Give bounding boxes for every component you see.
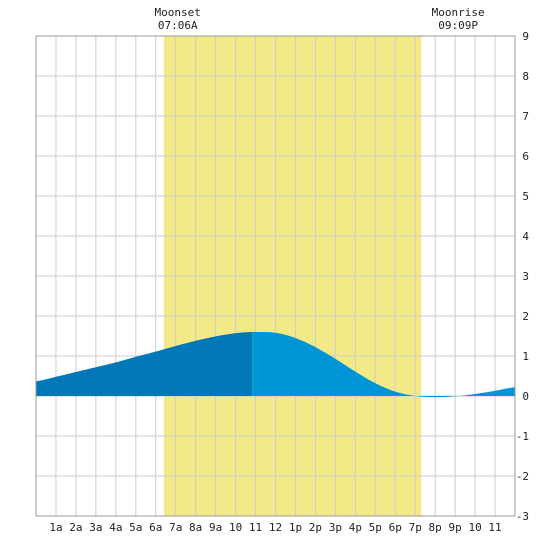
y-tick-label: 0: [522, 390, 529, 403]
y-tick-label: 1: [522, 350, 529, 363]
x-tick-label: 1a: [49, 521, 62, 534]
x-tick-label: 5a: [129, 521, 142, 534]
x-tick-label: 9a: [209, 521, 222, 534]
y-tick-label: 5: [522, 190, 529, 203]
x-tick-label: 4a: [109, 521, 122, 534]
x-axis-labels: 1a 2a 3a 4a 5a 6a 7a 8a 9a 10 11 12 1p 2p 3p 4p 5p 6p 7p 8p…: [49, 521, 501, 534]
moon-event-time: 09:09P: [438, 19, 478, 32]
x-tick-label: 2a: [69, 521, 82, 534]
x-tick-label: 8p: [429, 521, 442, 534]
y-tick-label: 2: [522, 310, 529, 323]
x-tick-label: 3p: [329, 521, 342, 534]
x-tick-label: 6p: [389, 521, 402, 534]
y-tick-label: 6: [522, 150, 529, 163]
x-tick-label: 2p: [309, 521, 322, 534]
tide-area-afternoon: [252, 331, 515, 398]
x-tick-label: 4p: [349, 521, 362, 534]
y-tick-label: 8: [522, 70, 529, 83]
x-tick-label: 10: [229, 521, 242, 534]
y-tick-label: 3: [522, 270, 529, 283]
moon-event-name: Moonrise: [432, 6, 485, 19]
x-tick-label: 3a: [89, 521, 102, 534]
x-tick-label: 11: [488, 521, 501, 534]
y-tick-label: -3: [516, 510, 529, 523]
x-tick-label: 5p: [369, 521, 382, 534]
y-tick-label: -2: [516, 470, 529, 483]
y-tick-label: -1: [516, 430, 529, 443]
x-tick-label: 10: [468, 521, 481, 534]
y-tick-label: 4: [522, 230, 529, 243]
y-tick-label: 7: [522, 110, 529, 123]
x-tick-label: 7p: [409, 521, 422, 534]
moon-event-name: Moonset: [155, 6, 201, 19]
plot-frame: [35, 35, 516, 517]
x-tick-label: 6a: [149, 521, 162, 534]
y-tick-label: 9: [522, 30, 529, 43]
y-axis-labels: -3 -2 -1 0 1 2 3 4 5 6 7 8 9: [516, 30, 530, 523]
x-tick-label: 12: [269, 521, 282, 534]
moon-event-time: 07:06A: [158, 19, 198, 32]
x-tick-label: 8a: [189, 521, 202, 534]
x-tick-label: 7a: [169, 521, 182, 534]
tide-area-morning: [36, 332, 253, 396]
x-tick-label: 1p: [289, 521, 302, 534]
grid-lines: [36, 36, 515, 516]
x-tick-label: 9p: [449, 521, 462, 534]
x-tick-label: 11: [249, 521, 262, 534]
